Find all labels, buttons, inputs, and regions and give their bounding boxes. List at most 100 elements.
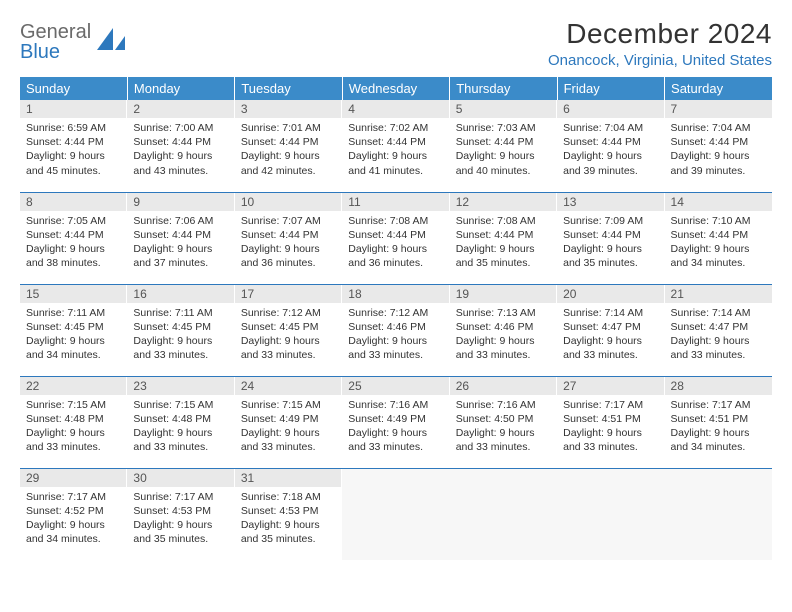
sunrise-text: Sunrise: 7:16 AM <box>348 398 443 412</box>
day-details: Sunrise: 7:14 AMSunset: 4:47 PMDaylight:… <box>665 303 772 367</box>
daylight-text-1: Daylight: 9 hours <box>348 149 443 163</box>
dayhead-thu: Thursday <box>450 77 557 100</box>
daylight-text-2: and 36 minutes. <box>241 256 336 270</box>
month-title: December 2024 <box>548 18 772 50</box>
daylight-text-2: and 35 minutes. <box>563 256 658 270</box>
calendar-cell: 12Sunrise: 7:08 AMSunset: 4:44 PMDayligh… <box>450 192 557 284</box>
sunrise-text: Sunrise: 7:09 AM <box>563 214 658 228</box>
daylight-text-2: and 33 minutes. <box>563 348 658 362</box>
daylight-text-1: Daylight: 9 hours <box>133 518 228 532</box>
day-details: Sunrise: 7:16 AMSunset: 4:49 PMDaylight:… <box>342 395 449 459</box>
daylight-text-1: Daylight: 9 hours <box>26 334 121 348</box>
sunset-text: Sunset: 4:48 PM <box>26 412 121 426</box>
sunset-text: Sunset: 4:53 PM <box>241 504 336 518</box>
day-details: Sunrise: 7:06 AMSunset: 4:44 PMDaylight:… <box>127 211 234 275</box>
day-details: Sunrise: 7:00 AMSunset: 4:44 PMDaylight:… <box>127 118 234 182</box>
calendar-cell: 5Sunrise: 7:03 AMSunset: 4:44 PMDaylight… <box>450 100 557 192</box>
day-details: Sunrise: 7:05 AMSunset: 4:44 PMDaylight:… <box>20 211 127 275</box>
daylight-text-1: Daylight: 9 hours <box>671 242 766 256</box>
sunset-text: Sunset: 4:53 PM <box>133 504 228 518</box>
day-details: Sunrise: 7:17 AMSunset: 4:53 PMDaylight:… <box>127 487 234 551</box>
day-number: 24 <box>235 377 342 395</box>
daylight-text-1: Daylight: 9 hours <box>456 242 551 256</box>
dayhead-sun: Sunday <box>20 77 127 100</box>
day-details: Sunrise: 7:14 AMSunset: 4:47 PMDaylight:… <box>557 303 664 367</box>
daylight-text-2: and 33 minutes. <box>348 348 443 362</box>
day-number: 6 <box>557 100 664 118</box>
day-number: 1 <box>20 100 127 118</box>
dayhead-mon: Monday <box>127 77 234 100</box>
day-number: 17 <box>235 285 342 303</box>
sunset-text: Sunset: 4:48 PM <box>133 412 228 426</box>
calendar-cell: 3Sunrise: 7:01 AMSunset: 4:44 PMDaylight… <box>235 100 342 192</box>
sunrise-text: Sunrise: 7:08 AM <box>348 214 443 228</box>
daylight-text-2: and 33 minutes. <box>563 440 658 454</box>
daylight-text-2: and 35 minutes. <box>241 532 336 546</box>
day-number: 31 <box>235 469 342 487</box>
calendar-cell: 13Sunrise: 7:09 AMSunset: 4:44 PMDayligh… <box>557 192 664 284</box>
calendar-table: Sunday Monday Tuesday Wednesday Thursday… <box>20 77 772 560</box>
calendar-cell: 7Sunrise: 7:04 AMSunset: 4:44 PMDaylight… <box>665 100 772 192</box>
calendar-cell: 30Sunrise: 7:17 AMSunset: 4:53 PMDayligh… <box>127 468 234 560</box>
calendar-row: 8Sunrise: 7:05 AMSunset: 4:44 PMDaylight… <box>20 192 772 284</box>
calendar-cell: 22Sunrise: 7:15 AMSunset: 4:48 PMDayligh… <box>20 376 127 468</box>
sunset-text: Sunset: 4:44 PM <box>563 228 658 242</box>
calendar-row: 1Sunrise: 6:59 AMSunset: 4:44 PMDaylight… <box>20 100 772 192</box>
day-number: 13 <box>557 193 664 211</box>
day-details: Sunrise: 7:02 AMSunset: 4:44 PMDaylight:… <box>342 118 449 182</box>
calendar-cell: 4Sunrise: 7:02 AMSunset: 4:44 PMDaylight… <box>342 100 449 192</box>
daylight-text-2: and 35 minutes. <box>133 532 228 546</box>
calendar-cell: 6Sunrise: 7:04 AMSunset: 4:44 PMDaylight… <box>557 100 664 192</box>
daylight-text-2: and 33 minutes. <box>348 440 443 454</box>
sunrise-text: Sunrise: 7:02 AM <box>348 121 443 135</box>
day-details: Sunrise: 7:03 AMSunset: 4:44 PMDaylight:… <box>450 118 557 182</box>
calendar-cell <box>665 468 772 560</box>
daylight-text-1: Daylight: 9 hours <box>133 426 228 440</box>
daylight-text-2: and 39 minutes. <box>563 164 658 178</box>
page-header: General Blue December 2024 Onancock, Vir… <box>20 18 772 69</box>
calendar-cell: 19Sunrise: 7:13 AMSunset: 4:46 PMDayligh… <box>450 284 557 376</box>
daylight-text-2: and 36 minutes. <box>348 256 443 270</box>
sunset-text: Sunset: 4:44 PM <box>348 228 443 242</box>
dayhead-tue: Tuesday <box>235 77 342 100</box>
sunset-text: Sunset: 4:45 PM <box>26 320 121 334</box>
calendar-cell <box>450 468 557 560</box>
calendar-cell: 21Sunrise: 7:14 AMSunset: 4:47 PMDayligh… <box>665 284 772 376</box>
dayhead-wed: Wednesday <box>342 77 449 100</box>
sunrise-text: Sunrise: 7:11 AM <box>26 306 121 320</box>
day-details: Sunrise: 7:13 AMSunset: 4:46 PMDaylight:… <box>450 303 557 367</box>
daylight-text-1: Daylight: 9 hours <box>241 149 336 163</box>
day-number: 19 <box>450 285 557 303</box>
daylight-text-1: Daylight: 9 hours <box>26 149 121 163</box>
daylight-text-2: and 43 minutes. <box>133 164 228 178</box>
calendar-cell: 1Sunrise: 6:59 AMSunset: 4:44 PMDaylight… <box>20 100 127 192</box>
dayhead-sat: Saturday <box>665 77 772 100</box>
daylight-text-1: Daylight: 9 hours <box>241 334 336 348</box>
day-number: 25 <box>342 377 449 395</box>
daylight-text-2: and 38 minutes. <box>26 256 121 270</box>
sunset-text: Sunset: 4:44 PM <box>133 135 228 149</box>
calendar-body: 1Sunrise: 6:59 AMSunset: 4:44 PMDaylight… <box>20 100 772 560</box>
daylight-text-1: Daylight: 9 hours <box>241 518 336 532</box>
day-details: Sunrise: 7:07 AMSunset: 4:44 PMDaylight:… <box>235 211 342 275</box>
calendar-cell: 25Sunrise: 7:16 AMSunset: 4:49 PMDayligh… <box>342 376 449 468</box>
daylight-text-1: Daylight: 9 hours <box>563 426 658 440</box>
daylight-text-1: Daylight: 9 hours <box>348 334 443 348</box>
sunrise-text: Sunrise: 7:17 AM <box>671 398 766 412</box>
daylight-text-1: Daylight: 9 hours <box>133 334 228 348</box>
daylight-text-2: and 45 minutes. <box>26 164 121 178</box>
sunrise-text: Sunrise: 7:05 AM <box>26 214 121 228</box>
calendar-cell <box>557 468 664 560</box>
sunset-text: Sunset: 4:44 PM <box>133 228 228 242</box>
brand-logo: General Blue <box>20 22 129 62</box>
calendar-cell: 16Sunrise: 7:11 AMSunset: 4:45 PMDayligh… <box>127 284 234 376</box>
sunrise-text: Sunrise: 7:04 AM <box>671 121 766 135</box>
calendar-page: General Blue December 2024 Onancock, Vir… <box>0 0 792 580</box>
day-number: 26 <box>450 377 557 395</box>
daylight-text-2: and 34 minutes. <box>671 440 766 454</box>
brand-blue: Blue <box>20 41 60 63</box>
sunset-text: Sunset: 4:47 PM <box>563 320 658 334</box>
sunset-text: Sunset: 4:44 PM <box>456 135 551 149</box>
day-details: Sunrise: 7:09 AMSunset: 4:44 PMDaylight:… <box>557 211 664 275</box>
daylight-text-1: Daylight: 9 hours <box>456 149 551 163</box>
